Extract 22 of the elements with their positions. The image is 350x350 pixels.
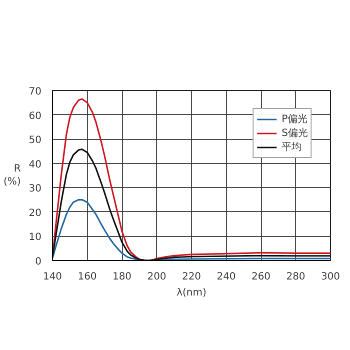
legend-label: S偏光 xyxy=(282,126,308,140)
y-tick-label: 40 xyxy=(28,159,42,170)
y-tick-label: 50 xyxy=(28,135,42,146)
x-tick-label: 300 xyxy=(320,272,340,282)
y-tick-label: 30 xyxy=(28,184,42,195)
x-axis-title: λ(nm) xyxy=(176,288,206,298)
x-tick-label: 220 xyxy=(182,272,202,282)
x-tick-label: 280 xyxy=(286,272,306,282)
legend-label: P偏光 xyxy=(282,112,308,126)
x-tick-label: 240 xyxy=(216,272,236,282)
x-tick-label: 180 xyxy=(112,272,132,282)
y-tick-label: 20 xyxy=(28,208,42,219)
y-tick-label: 0 xyxy=(35,256,42,268)
y-tick-label: 70 xyxy=(28,86,42,98)
y-tick-label: 10 xyxy=(28,232,42,244)
x-tick-label: 200 xyxy=(147,272,166,282)
legend-label: 平均 xyxy=(282,141,302,154)
x-tick-label: 160 xyxy=(78,272,97,282)
x-tick-label: 260 xyxy=(251,272,271,282)
x-tick-label: 140 xyxy=(42,272,62,282)
y-axis-title: R (%) xyxy=(3,163,21,188)
y-tick-label: 60 xyxy=(28,110,42,122)
